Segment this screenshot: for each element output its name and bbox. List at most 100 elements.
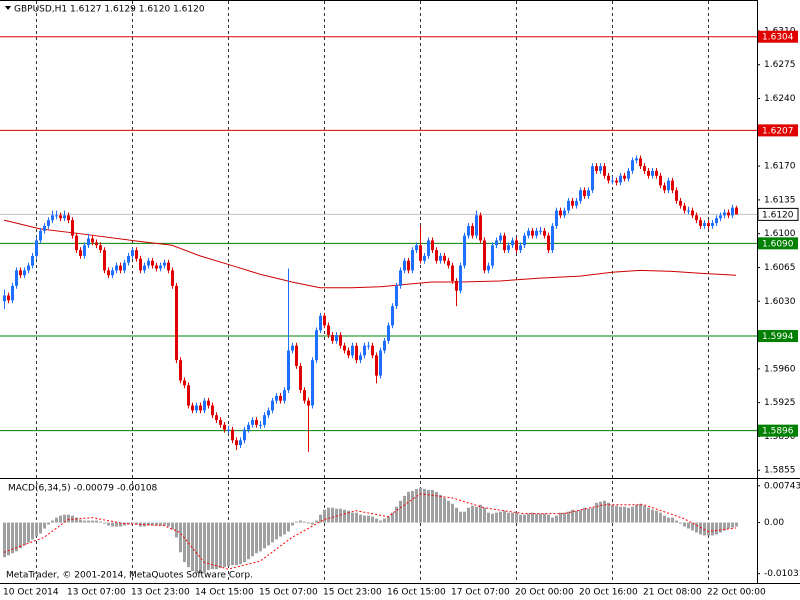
candle-body: [275, 395, 278, 401]
x-tick-label: 15 Oct 07:00: [259, 588, 318, 598]
macd-bar: [531, 512, 534, 523]
candle-body: [543, 230, 546, 236]
candle-body: [215, 415, 218, 421]
candle-body: [631, 160, 634, 171]
candle-body: [239, 440, 242, 446]
macd-bar: [275, 522, 278, 540]
y-tick-label: 1.6030: [764, 297, 796, 307]
macd-bar: [615, 505, 618, 523]
candle-body: [551, 225, 554, 251]
macd-bar: [423, 488, 426, 523]
macd-bar: [623, 506, 626, 523]
macd-bar: [635, 504, 638, 523]
candle-body: [619, 175, 622, 183]
candle-body: [119, 265, 122, 271]
x-tick-label: 16 Oct 15:00: [387, 588, 446, 598]
macd-bar: [387, 516, 390, 523]
candle-body: [563, 210, 566, 216]
candle-body: [735, 207, 738, 215]
candle-body: [411, 250, 414, 271]
macd-bar: [679, 522, 682, 524]
y-tick-label: 1.6100: [764, 229, 796, 239]
candle-body: [227, 429, 230, 431]
macd-bar: [455, 507, 458, 523]
candle-body: [559, 210, 562, 216]
candle-body: [31, 255, 34, 266]
y-tick-label: 1.6240: [764, 94, 796, 104]
candle-body: [59, 215, 62, 219]
candle-body: [675, 190, 678, 201]
candle-body: [539, 230, 542, 232]
x-tick-label: 20 Oct 16:00: [579, 588, 638, 598]
candle-body: [167, 262, 170, 271]
candle-body: [683, 205, 686, 211]
copyright: MetaTrader, © 2001-2014, MetaQuotes Soft…: [6, 571, 253, 581]
macd-bar: [499, 511, 502, 523]
candle-body: [23, 270, 26, 276]
level-tag: [758, 424, 798, 437]
candle-body: [679, 200, 682, 206]
candle-body: [671, 180, 674, 191]
candle-body: [703, 223, 706, 226]
candle-body: [499, 235, 502, 241]
macd-bar: [479, 504, 482, 523]
candle-body: [199, 405, 202, 411]
candle-body: [475, 215, 478, 236]
y-tick-label: 1.6065: [764, 263, 796, 273]
macd-bar: [251, 522, 254, 557]
candle-body: [707, 223, 710, 226]
candle-body: [347, 350, 350, 356]
macd-bar: [231, 522, 234, 566]
candle-body: [235, 440, 238, 446]
candle-body: [379, 350, 382, 376]
macd-bar: [203, 522, 206, 573]
candle-body: [711, 223, 714, 226]
macd-bar: [319, 514, 322, 523]
macd-bar: [459, 511, 462, 523]
candle-body: [247, 424, 250, 430]
macd-bar: [235, 522, 238, 566]
macd-bar: [67, 514, 70, 523]
macd-bar: [159, 522, 162, 526]
candle-body: [523, 235, 526, 246]
candle-body: [507, 245, 510, 251]
candle-body: [399, 270, 402, 286]
macd-bar: [155, 522, 158, 526]
macd-bar: [95, 520, 98, 523]
macd-bar: [255, 522, 258, 554]
menu-arrow[interactable]: [5, 6, 11, 10]
macd-bar: [131, 522, 134, 524]
candle-body: [723, 212, 726, 216]
candle-body: [603, 166, 606, 176]
candle-body: [359, 355, 362, 361]
candle-body: [299, 365, 302, 391]
macd-bar: [167, 522, 170, 527]
macd-bar: [727, 522, 730, 529]
candle-body: [715, 218, 718, 224]
y-tick-label: 0.00: [764, 518, 784, 528]
candle-body: [107, 270, 110, 276]
macd-bar: [27, 522, 30, 543]
candle-body: [103, 250, 106, 271]
candle-body: [47, 220, 50, 226]
candle-body: [95, 242, 98, 246]
macd-bar: [491, 513, 494, 523]
macd-bar: [555, 515, 558, 523]
macd-bar: [23, 522, 26, 546]
candle-body: [79, 250, 82, 256]
candle-body: [427, 240, 430, 256]
candle-body: [71, 220, 74, 236]
y-tick-label: 0.00743: [764, 481, 800, 491]
macd-bar: [427, 489, 430, 523]
candle-body: [659, 175, 662, 186]
macd-bar: [295, 521, 298, 523]
candle-body: [363, 345, 366, 356]
level-label: 1.5896: [762, 427, 794, 437]
candle-body: [263, 415, 266, 425]
x-tick-label: 22 Oct 00:00: [707, 588, 766, 598]
x-tick-label: 10 Oct 2014: [3, 588, 59, 598]
macd-bar: [415, 488, 418, 523]
macd-bar: [563, 512, 566, 523]
candle-body: [51, 215, 54, 221]
macd-bar: [163, 522, 166, 526]
